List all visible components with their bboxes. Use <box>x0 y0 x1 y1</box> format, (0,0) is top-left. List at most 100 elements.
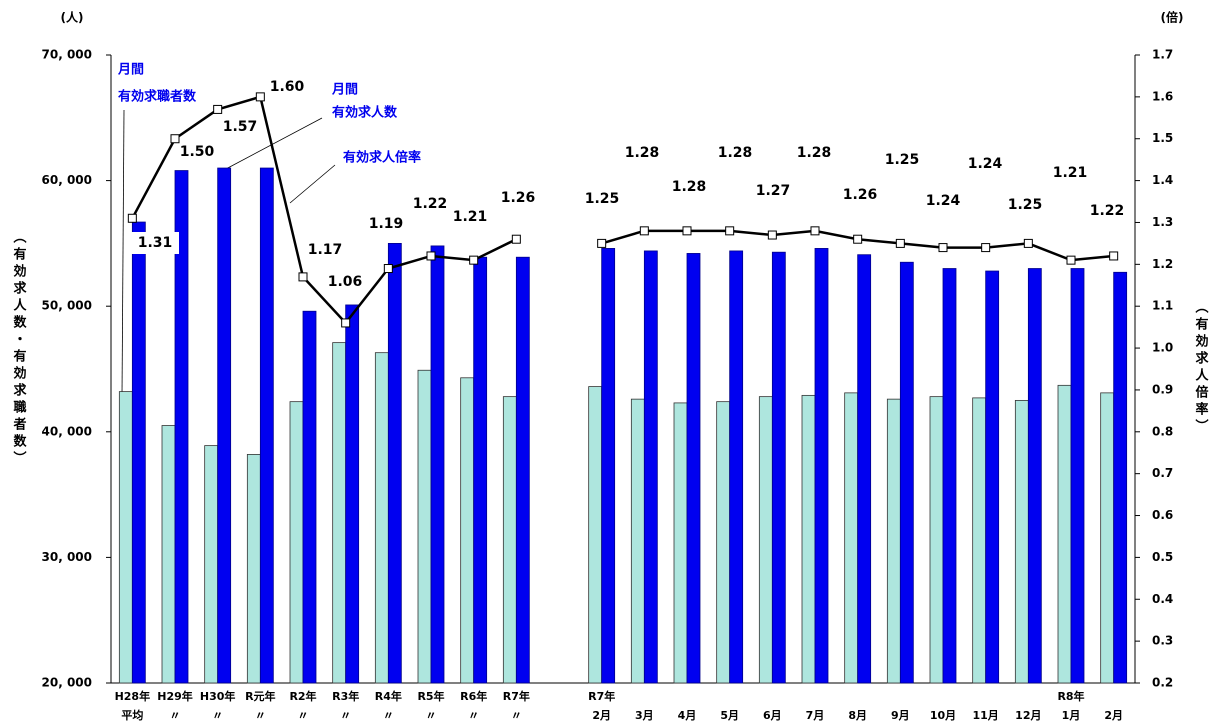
data-label: 1.28 <box>672 179 707 195</box>
y2-tick-label: 0.2 <box>1152 676 1173 690</box>
bar <box>630 398 645 684</box>
y-axis-title: （有効求人数・有効求職者数） <box>11 230 28 468</box>
y-tick-label: 30, 000 <box>42 550 92 564</box>
y-tick-label: 40, 000 <box>42 424 92 438</box>
leader-line <box>289 164 336 204</box>
y-tick-label: 50, 000 <box>42 299 92 313</box>
bar <box>801 394 816 684</box>
x-tick-label: R3年 <box>332 689 359 703</box>
y2-tick-label: 0.9 <box>1152 382 1173 396</box>
label-box <box>131 232 179 254</box>
x-tick-label: 〃 <box>426 709 437 722</box>
bar <box>899 261 914 684</box>
series-annotation: 月間 <box>117 63 144 78</box>
ratio-marker <box>127 213 137 223</box>
bar <box>302 310 317 684</box>
x-tick-label: R元年 <box>245 689 275 703</box>
x-tick-label: 11月 <box>973 709 999 722</box>
x-tick-label: 2月 <box>592 709 611 722</box>
ratio-marker <box>981 243 991 253</box>
bar <box>345 304 360 684</box>
bar <box>473 256 488 684</box>
bar <box>601 248 616 684</box>
bar <box>174 170 189 684</box>
y2-tick-label: 0.4 <box>1152 592 1173 606</box>
x-tick-label: H29年 <box>157 689 193 703</box>
y2-tick-label: 0.7 <box>1152 466 1173 480</box>
y2-tick-label: 0.8 <box>1152 424 1173 438</box>
ratio-marker <box>639 226 649 236</box>
data-label: 1.28 <box>797 145 832 161</box>
bar <box>716 401 731 684</box>
x-tick-label: 3月 <box>635 709 654 722</box>
data-label: 1.28 <box>625 145 660 161</box>
data-label: 1.50 <box>180 144 215 160</box>
bar <box>1113 271 1128 684</box>
y2-tick-label: 1.0 <box>1152 341 1173 355</box>
ratio-marker <box>511 234 521 244</box>
ratio-marker <box>255 92 265 102</box>
x-tick-label: 4月 <box>678 709 697 722</box>
x-tick-label: 平均 <box>121 708 143 722</box>
y2-axis-title: （有効求人倍率） <box>1193 300 1210 436</box>
ratio-marker <box>895 238 905 248</box>
x-tick-label: 7月 <box>806 709 825 722</box>
x-tick-label: 2月 <box>1104 709 1123 722</box>
bar <box>430 245 445 684</box>
x-tick-label: 〃 <box>298 709 309 722</box>
y2-tick-label: 1.2 <box>1152 257 1173 271</box>
x-tick-label: H30年 <box>200 689 236 703</box>
ratio-marker <box>298 272 308 282</box>
bar <box>929 396 944 684</box>
x-tick-label: R6年 <box>460 689 487 703</box>
y2-tick-label: 1.5 <box>1152 131 1173 145</box>
series-annotation: 月間 <box>331 83 358 98</box>
y2-tick-label: 0.3 <box>1152 634 1173 648</box>
bar <box>332 342 347 684</box>
x-tick-label: R4年 <box>375 689 402 703</box>
y-tick-label: 20, 000 <box>42 676 92 690</box>
ratio-marker <box>1109 251 1119 261</box>
x-tick-label: 6月 <box>763 709 782 722</box>
y2-tick-label: 0.6 <box>1152 508 1173 522</box>
x-tick-label: 〃 <box>511 709 522 722</box>
y-tick-label: 60, 000 <box>42 173 92 187</box>
x-tick-label: R8年 <box>1057 689 1084 703</box>
bar <box>814 248 829 684</box>
ratio-marker <box>725 226 735 236</box>
bar <box>673 402 688 684</box>
bar <box>246 454 261 684</box>
ratio-marker <box>682 226 692 236</box>
bar <box>985 270 1000 684</box>
x-tick-label: 10月 <box>930 709 956 722</box>
y2-tick-label: 1.4 <box>1152 173 1173 187</box>
x-tick-label: 〃 <box>340 709 351 722</box>
ratio-line <box>131 95 1114 325</box>
x-tick-label: R7年 <box>503 689 530 703</box>
x-tick-label: 1月 <box>1062 709 1081 722</box>
ratio-marker <box>426 251 436 261</box>
bar <box>588 386 603 684</box>
x-tick-label: 9月 <box>891 709 910 722</box>
bar <box>729 250 744 684</box>
ratio-marker <box>938 243 948 253</box>
y2-tick-label: 1.1 <box>1152 299 1173 313</box>
ratio-marker <box>597 238 607 248</box>
bar <box>1014 399 1029 684</box>
bar <box>131 221 146 684</box>
ratio-marker <box>170 134 180 144</box>
data-label: 1.17 <box>308 242 343 258</box>
series-annotation: 有効求職者数 <box>118 89 197 105</box>
bar <box>118 391 133 684</box>
data-label: 1.22 <box>413 196 448 212</box>
ratio-marker <box>341 318 351 328</box>
bar <box>502 396 517 684</box>
data-label: 1.31 <box>138 235 173 251</box>
y2-tick-label: 1.7 <box>1152 48 1173 62</box>
bar <box>1027 268 1042 684</box>
bar <box>972 397 987 684</box>
x-tick-label: 5月 <box>720 709 739 722</box>
data-label: 1.21 <box>453 209 488 225</box>
y2-tick-label: 0.5 <box>1152 550 1173 564</box>
x-tick-label: R5年 <box>417 689 444 703</box>
